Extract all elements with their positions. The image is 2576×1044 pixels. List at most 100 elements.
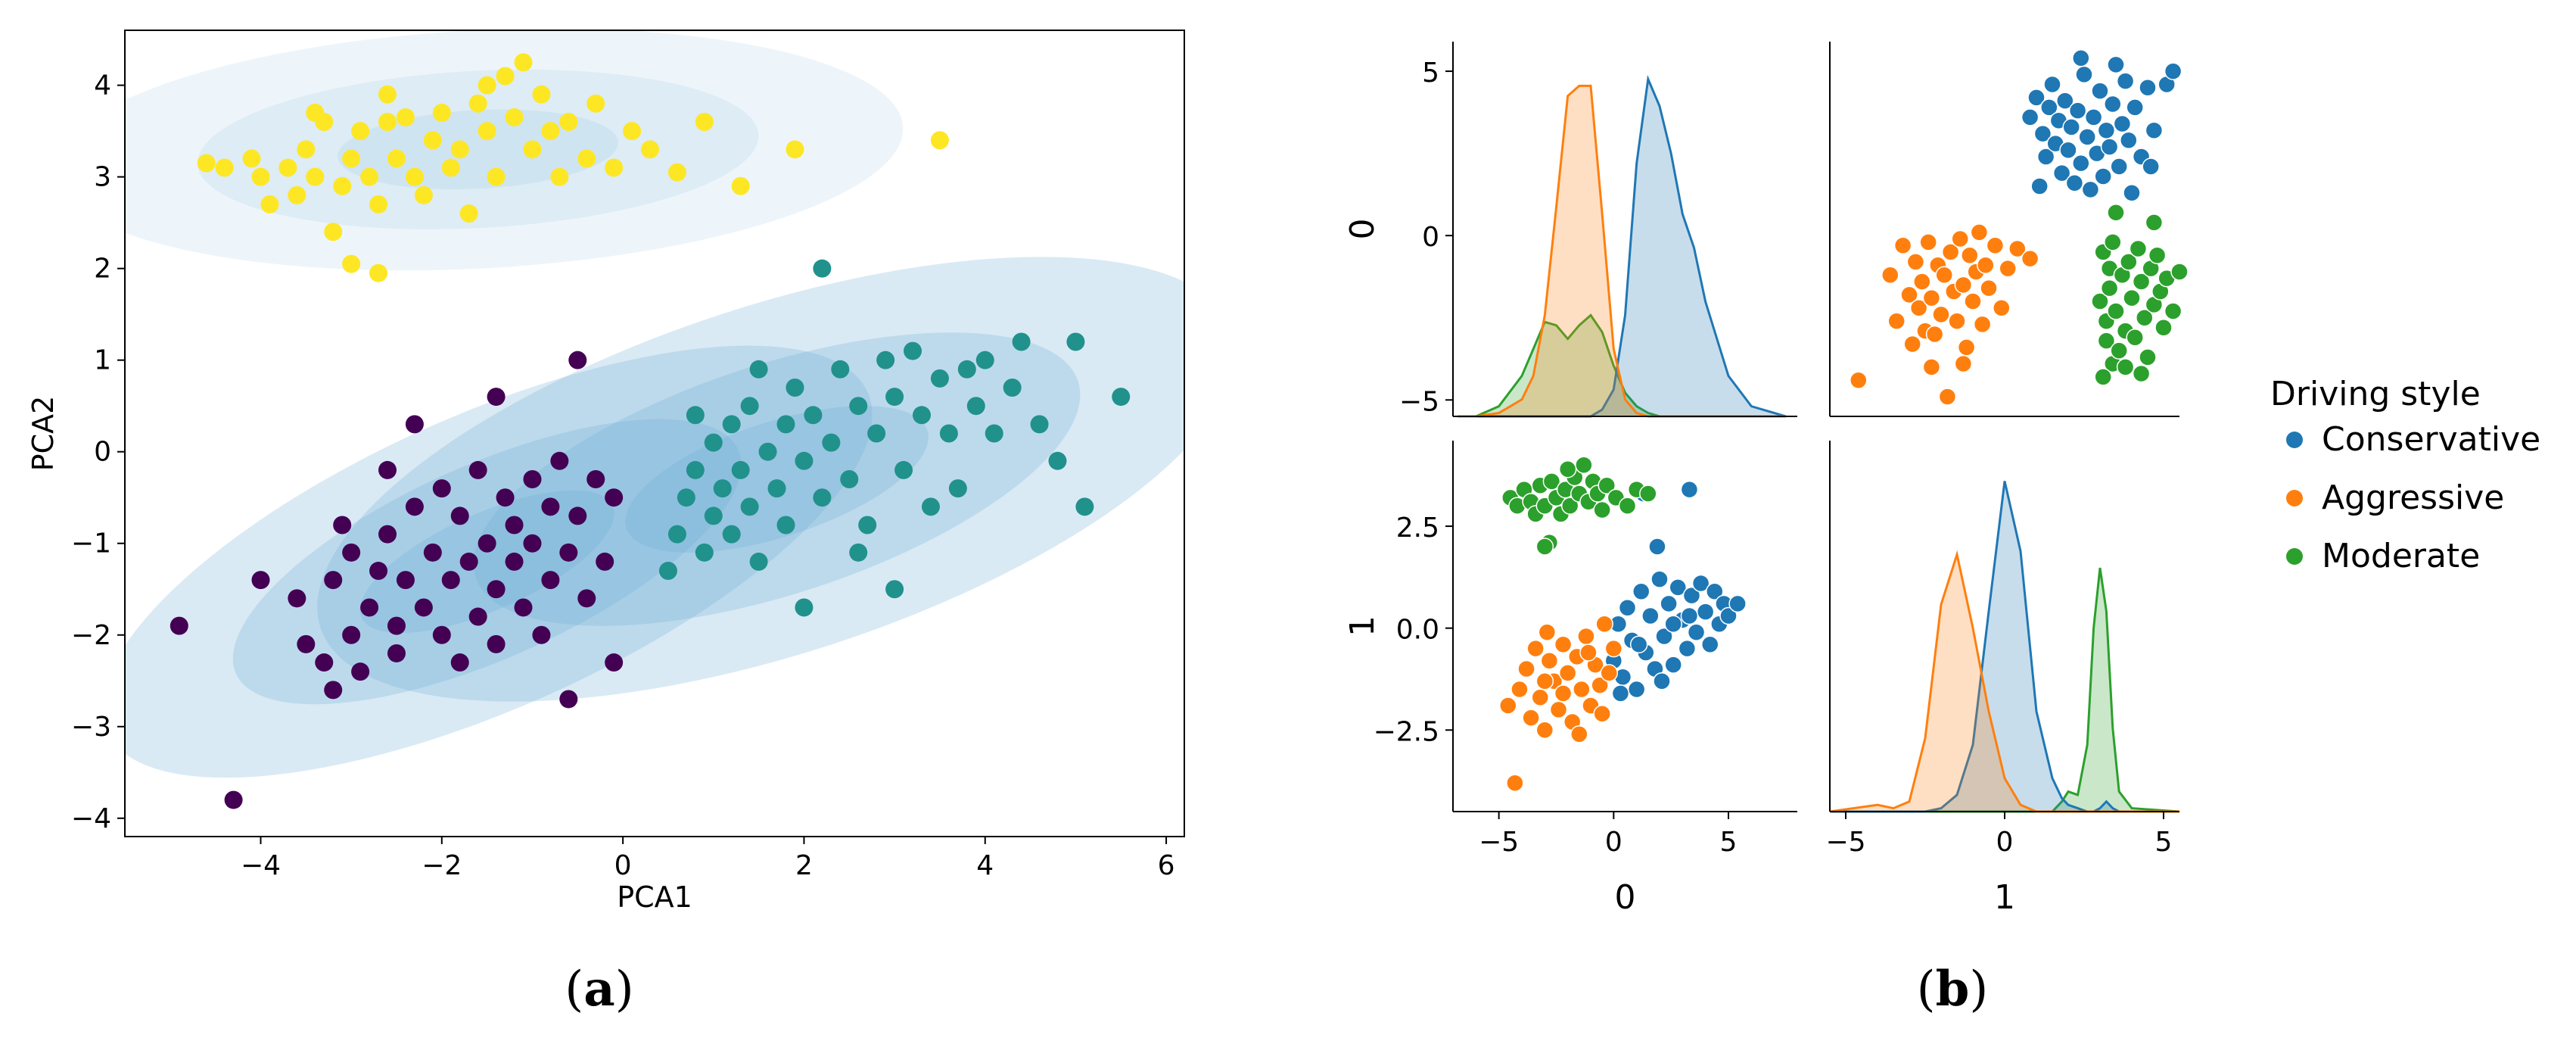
scatter-0-1-point: [2120, 131, 2138, 150]
data-point: [740, 397, 759, 416]
scatter-1-0-point: [1700, 635, 1719, 653]
y-tick-label: −4: [71, 803, 111, 834]
data-point: [1112, 388, 1131, 407]
scatter-1-0-point: [1535, 672, 1554, 690]
row0-y-tick-label: −5: [1399, 386, 1439, 417]
legend-title: Driving style: [2270, 375, 2481, 413]
data-point: [568, 506, 587, 525]
data-point: [867, 424, 886, 443]
data-point: [306, 103, 325, 122]
data-point: [251, 571, 270, 590]
col1-x-tick-label: −5: [1825, 827, 1865, 858]
x-tick-label: 4: [976, 850, 994, 881]
data-point: [749, 360, 768, 379]
data-point: [396, 571, 415, 590]
data-point: [197, 154, 216, 173]
scatter-0-1-point: [2030, 177, 2049, 195]
data-point: [333, 176, 352, 195]
row1-axis-label: 1: [1343, 615, 1382, 637]
scatter-1-0-point: [1522, 709, 1540, 727]
scatter-0-1-point: [1881, 266, 1899, 285]
scatter-1-0-point: [1678, 639, 1697, 658]
scatter-1-0-point: [1632, 582, 1650, 600]
scatter-0-1-point: [2021, 249, 2039, 268]
data-point: [360, 598, 379, 617]
data-point: [641, 140, 660, 159]
data-point: [1003, 378, 1022, 397]
row1-y-tick-label: 0.0: [1396, 615, 1439, 646]
data-point: [360, 167, 379, 186]
scatter-0-1-point: [2091, 82, 2109, 100]
scatter-0-1-point: [1903, 335, 1921, 354]
data-point: [378, 85, 397, 104]
scatter-0-1-point: [1922, 358, 1941, 376]
data-point: [577, 589, 596, 608]
data-point: [523, 470, 542, 489]
data-point: [423, 131, 442, 150]
data-point: [1012, 332, 1031, 351]
scatter-1-0-point: [1618, 497, 1637, 515]
row1-y-tick-label: 2.5: [1396, 513, 1439, 544]
y-tick-label: 4: [94, 70, 111, 101]
data-point: [414, 598, 433, 617]
scatter-1-0-point: [1641, 606, 1660, 625]
data-point: [704, 506, 723, 525]
data-point: [396, 108, 415, 126]
scatter-1-0-point: [1648, 538, 1666, 556]
data-point: [840, 470, 859, 489]
scatter-1-0-point: [1728, 594, 1747, 613]
scatter-0-1-point: [2164, 302, 2182, 320]
data-point: [505, 108, 524, 126]
data-point: [975, 351, 994, 369]
scatter-1-0-point: [1650, 570, 1669, 588]
data-point: [505, 516, 524, 534]
scatter-0-1-point: [1932, 305, 1950, 324]
data-point: [849, 397, 868, 416]
data-point: [605, 488, 624, 507]
row0-y-tick-label: 0: [1422, 222, 1439, 253]
scatter-0-1-point: [1909, 298, 1928, 317]
scatter-1-0-point: [1629, 635, 1648, 653]
scatter-0-1-point: [2100, 138, 2119, 156]
scatter-0-1-point: [2094, 368, 2112, 386]
data-point: [342, 625, 361, 644]
data-point: [487, 388, 506, 407]
scatter-0-1-point: [2075, 65, 2093, 84]
data-point: [813, 488, 832, 507]
scatter-1-0-point: [1618, 599, 1637, 617]
data-point: [478, 122, 496, 141]
scatter-0-1-point: [2107, 55, 2125, 74]
scatter-0-1-point: [2126, 329, 2144, 347]
ellipse-3sd: [625, 406, 929, 553]
data-point: [324, 571, 343, 590]
scatter-0-1-point: [2145, 121, 2164, 139]
ellipse-1sd: [125, 345, 873, 778]
y-tick-label: 3: [94, 162, 111, 193]
scatter-0-1-point: [2148, 246, 2167, 264]
y-tick-label: 2: [94, 254, 111, 285]
data-point: [324, 681, 343, 700]
scatter-0-1-point: [2043, 75, 2061, 94]
legend-label-conservative: Conservative: [2322, 420, 2540, 459]
row1-y-tick-label: −2.5: [1374, 716, 1439, 747]
scatter-1-0-point: [1526, 639, 1545, 658]
data-point: [541, 122, 560, 141]
scatter-0-1-point: [1999, 259, 2017, 278]
data-point: [577, 149, 596, 168]
scatter-1-0-point: [1706, 582, 1724, 600]
scatter-1-0-point: [1538, 623, 1557, 641]
scatter-0-1-point: [2091, 292, 2109, 310]
scatter-0-1-point: [1850, 371, 1868, 389]
y-tick-label: 1: [94, 345, 111, 376]
data-point: [586, 470, 605, 489]
data-point: [731, 460, 750, 479]
data-point: [450, 140, 469, 159]
data-point: [423, 543, 442, 562]
scatter-0-1-point: [2021, 108, 2039, 126]
data-point: [795, 598, 814, 617]
scatter-0-1-point: [2084, 108, 2103, 126]
data-point: [532, 625, 551, 644]
subplot-1-1: [1829, 441, 2180, 813]
scatter-0-1-point: [2097, 332, 2116, 350]
data-point: [351, 122, 370, 141]
